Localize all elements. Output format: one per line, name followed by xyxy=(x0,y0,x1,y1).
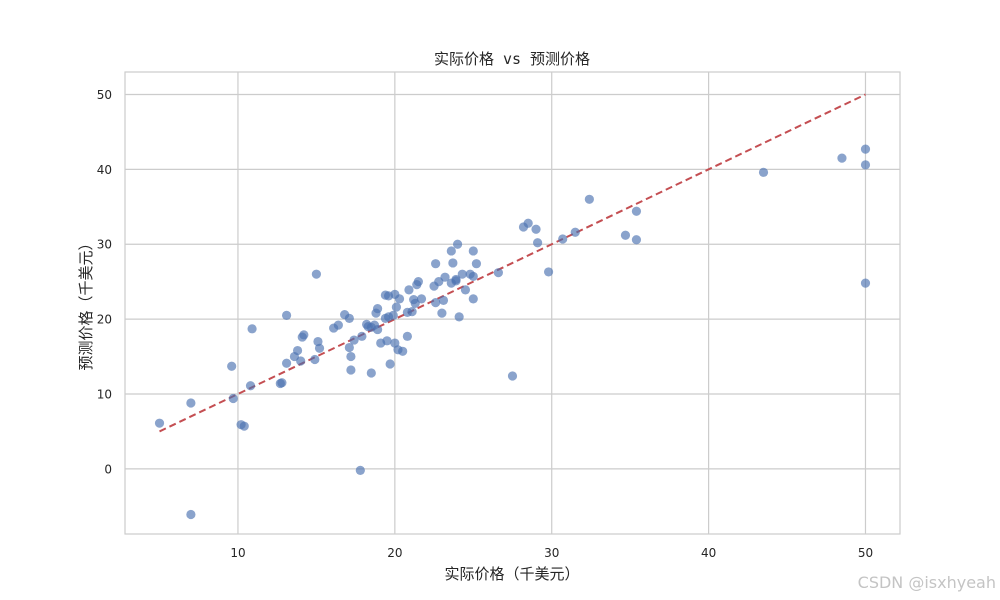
scatter-point xyxy=(388,310,398,320)
y-tick-label: 50 xyxy=(97,88,112,102)
scatter-point xyxy=(457,269,467,279)
scatter-point xyxy=(299,330,309,340)
y-tick-label: 30 xyxy=(97,238,112,252)
scatter-point xyxy=(382,336,392,346)
scatter-point xyxy=(523,218,533,228)
scatter-point xyxy=(228,393,238,404)
scatter-point xyxy=(310,354,320,365)
scatter-point xyxy=(531,224,541,234)
scatter-point xyxy=(860,160,871,170)
y-axis-label: 预测价格（千美元） xyxy=(77,235,95,370)
scatter-point xyxy=(448,258,458,268)
plot-background xyxy=(125,72,900,534)
scatter-point xyxy=(372,324,383,335)
scatter-point xyxy=(346,351,356,362)
scatter-point xyxy=(431,259,441,269)
scatter-point xyxy=(533,238,543,248)
scatter-point xyxy=(451,274,461,285)
scatter-point xyxy=(385,359,395,369)
scatter-point xyxy=(437,308,447,318)
scatter-point xyxy=(543,267,554,277)
scatter-point xyxy=(404,285,414,295)
scatter-point xyxy=(468,271,478,282)
scatter-point xyxy=(227,361,237,371)
scatter-point xyxy=(837,153,847,163)
scatter-point xyxy=(186,398,196,408)
scatter-point xyxy=(631,235,642,245)
scatter-point xyxy=(631,206,642,216)
scatter-point xyxy=(570,227,580,237)
grid-lines xyxy=(125,72,900,534)
x-tick-label: 30 xyxy=(544,546,559,560)
chart-title: 实际价格 vs 预测价格 xyxy=(434,50,590,68)
y-tick-label: 10 xyxy=(97,387,112,401)
x-axis-label: 实际价格（千美元） xyxy=(444,565,579,583)
plot-frame xyxy=(124,71,901,535)
scatter-point xyxy=(355,465,365,475)
scatter-point xyxy=(247,324,257,334)
scatter-point xyxy=(394,294,405,304)
x-tick-label: 10 xyxy=(230,546,245,560)
scatter-point xyxy=(245,381,256,391)
x-tick-label: 40 xyxy=(701,546,716,560)
reference-diagonal-line xyxy=(159,93,866,433)
scatter-point xyxy=(416,294,427,304)
scatter-point xyxy=(346,365,356,375)
scatter-point xyxy=(186,509,196,520)
scatter-point xyxy=(344,313,354,323)
scatter-point xyxy=(584,194,594,204)
scatter-point xyxy=(277,378,287,388)
x-tick-label: 50 xyxy=(858,546,873,560)
scatter-point xyxy=(860,278,871,288)
scatter-point xyxy=(292,345,303,356)
scatter-point xyxy=(239,421,249,431)
scatter-point xyxy=(349,335,359,345)
scatter-point xyxy=(407,307,417,317)
scatter-point xyxy=(471,259,482,269)
scatter-point xyxy=(154,418,165,428)
scatter-point xyxy=(333,320,343,330)
scatter-point xyxy=(402,331,412,341)
data-points xyxy=(154,144,871,520)
scatter-point xyxy=(311,269,321,279)
scatter-point xyxy=(558,234,568,244)
scatter-point xyxy=(468,246,478,256)
scatter-point xyxy=(391,302,402,312)
x-tick-label: 20 xyxy=(387,546,402,560)
scatter-point xyxy=(372,304,383,314)
scatter-point xyxy=(452,239,463,249)
scatter-point xyxy=(460,285,471,295)
scatter-point xyxy=(344,342,354,353)
scatter-point xyxy=(413,277,423,287)
scatter-point xyxy=(620,230,631,240)
scatter-point xyxy=(357,331,367,341)
scatter-point xyxy=(281,358,292,368)
x-tick-labels: 10 20 30 40 50 xyxy=(230,546,873,560)
scatter-point xyxy=(281,310,292,320)
scatter-point xyxy=(493,268,503,278)
scatter-point xyxy=(440,272,450,282)
y-tick-label: 40 xyxy=(97,163,112,177)
reference-line xyxy=(159,93,866,433)
scatter-point xyxy=(446,246,456,256)
scatter-point xyxy=(431,298,441,308)
watermark-text: CSDN @isxhyeah xyxy=(858,573,996,592)
y-tick-label: 0 xyxy=(104,462,112,476)
scatter-point xyxy=(454,312,464,322)
scatter-point xyxy=(398,346,408,356)
scatter-point xyxy=(758,167,769,177)
scatter-point xyxy=(366,368,376,378)
scatter-point xyxy=(296,356,306,366)
scatter-point xyxy=(860,144,871,154)
y-tick-label: 20 xyxy=(97,313,112,327)
scatter-point xyxy=(438,295,449,305)
scatter-point xyxy=(468,294,478,304)
scatter-point xyxy=(314,343,325,353)
y-tick-labels: 0 10 20 30 40 50 xyxy=(97,88,112,476)
scatter-point xyxy=(507,371,518,381)
